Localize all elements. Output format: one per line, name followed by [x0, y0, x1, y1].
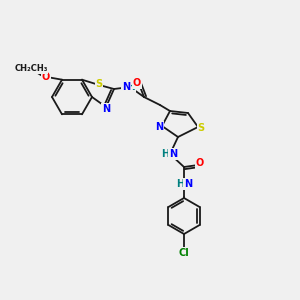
Text: S: S — [95, 79, 103, 89]
Text: N: N — [102, 104, 110, 114]
Text: S: S — [197, 123, 205, 133]
Text: H: H — [127, 82, 135, 92]
Text: O: O — [42, 72, 50, 82]
Text: CH₂CH₃: CH₂CH₃ — [14, 64, 48, 73]
Text: N: N — [169, 149, 177, 159]
Text: H: H — [161, 149, 169, 159]
Text: Cl: Cl — [178, 248, 189, 258]
Text: O: O — [133, 78, 141, 88]
Text: N: N — [184, 179, 192, 189]
Text: N: N — [122, 82, 130, 92]
Text: H: H — [176, 179, 184, 189]
Text: N: N — [155, 122, 163, 132]
Text: O: O — [196, 158, 204, 168]
